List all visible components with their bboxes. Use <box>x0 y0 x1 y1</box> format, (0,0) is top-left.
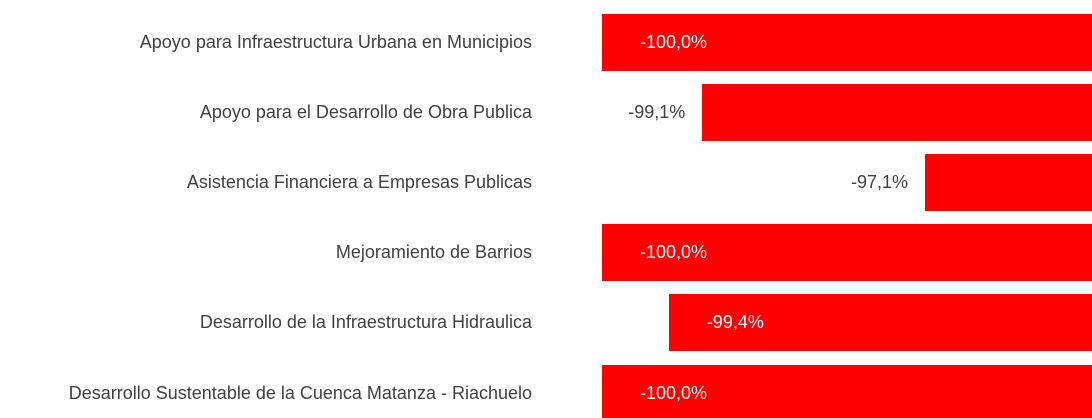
value-label: -97,1% <box>850 171 908 192</box>
bar <box>924 153 1092 211</box>
bar <box>602 224 1092 282</box>
value-label: -99,4% <box>706 312 764 333</box>
category-label: Desarrollo Sustentable de la Cuenca Mata… <box>68 382 532 403</box>
category-label: Mejoramiento de Barrios <box>335 242 532 263</box>
category-label: Desarrollo de la Infraestructura Hidraul… <box>199 312 532 333</box>
value-label: -99,1% <box>628 101 686 122</box>
category-label: Apoyo para Infraestructura Urbana en Mun… <box>139 31 532 52</box>
value-label: -100,0% <box>640 31 708 52</box>
bar <box>602 364 1092 418</box>
value-label: -100,0% <box>640 242 708 263</box>
category-label: Asistencia Financiera a Empresas Publica… <box>186 171 532 192</box>
bar <box>702 83 1092 141</box>
bar <box>668 294 1092 352</box>
category-label: Apoyo para el Desarrollo de Obra Publica <box>199 101 532 122</box>
bar <box>602 13 1092 71</box>
value-label: -100,0% <box>640 382 708 403</box>
